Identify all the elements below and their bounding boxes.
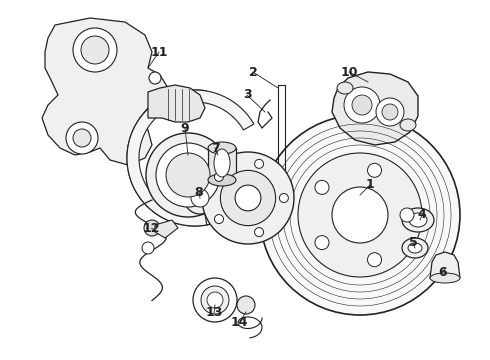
Ellipse shape [402, 238, 428, 258]
Circle shape [149, 72, 161, 84]
Ellipse shape [408, 243, 422, 253]
Circle shape [73, 129, 91, 147]
Circle shape [344, 87, 380, 123]
Circle shape [144, 220, 160, 236]
Text: 5: 5 [409, 237, 417, 249]
Circle shape [161, 181, 175, 195]
Ellipse shape [184, 182, 216, 214]
Ellipse shape [402, 208, 434, 232]
Ellipse shape [146, 133, 230, 217]
Polygon shape [127, 90, 254, 226]
Circle shape [215, 215, 223, 224]
Text: 6: 6 [439, 266, 447, 279]
Ellipse shape [260, 115, 460, 315]
Circle shape [382, 104, 398, 120]
Ellipse shape [315, 236, 329, 249]
Ellipse shape [220, 170, 275, 226]
Text: 1: 1 [366, 179, 374, 192]
Ellipse shape [332, 187, 388, 243]
Ellipse shape [337, 82, 353, 94]
Text: 12: 12 [142, 221, 160, 234]
Ellipse shape [298, 153, 422, 277]
Ellipse shape [214, 149, 230, 177]
Polygon shape [208, 148, 236, 180]
Polygon shape [42, 18, 168, 165]
Circle shape [255, 228, 264, 237]
Ellipse shape [409, 213, 427, 227]
Text: 8: 8 [195, 185, 203, 198]
Circle shape [142, 242, 154, 254]
Ellipse shape [208, 142, 236, 154]
Circle shape [66, 122, 98, 154]
Ellipse shape [235, 185, 261, 211]
Text: 4: 4 [417, 208, 426, 221]
Ellipse shape [400, 119, 416, 131]
Circle shape [215, 172, 223, 181]
Polygon shape [332, 72, 418, 145]
Circle shape [255, 159, 264, 168]
Circle shape [376, 98, 404, 126]
Text: 7: 7 [211, 141, 220, 154]
Text: 2: 2 [248, 66, 257, 78]
Ellipse shape [368, 253, 382, 267]
Ellipse shape [191, 189, 209, 207]
Text: 3: 3 [243, 89, 251, 102]
Ellipse shape [202, 152, 294, 244]
Ellipse shape [193, 278, 237, 322]
Ellipse shape [315, 180, 329, 194]
Ellipse shape [207, 292, 223, 308]
Polygon shape [155, 220, 178, 238]
Text: 14: 14 [230, 316, 248, 329]
Polygon shape [430, 252, 460, 278]
Circle shape [81, 36, 109, 64]
Ellipse shape [156, 143, 220, 207]
Text: 11: 11 [150, 45, 168, 58]
Ellipse shape [166, 153, 210, 197]
Circle shape [73, 28, 117, 72]
Ellipse shape [201, 286, 229, 314]
Circle shape [237, 296, 255, 314]
Text: 9: 9 [181, 122, 189, 135]
Circle shape [279, 194, 289, 202]
Ellipse shape [208, 174, 236, 186]
Text: 13: 13 [205, 306, 222, 320]
Ellipse shape [400, 208, 414, 222]
Ellipse shape [368, 163, 382, 177]
Text: 10: 10 [340, 66, 358, 78]
Polygon shape [148, 85, 205, 122]
Circle shape [352, 95, 372, 115]
Ellipse shape [430, 273, 460, 283]
